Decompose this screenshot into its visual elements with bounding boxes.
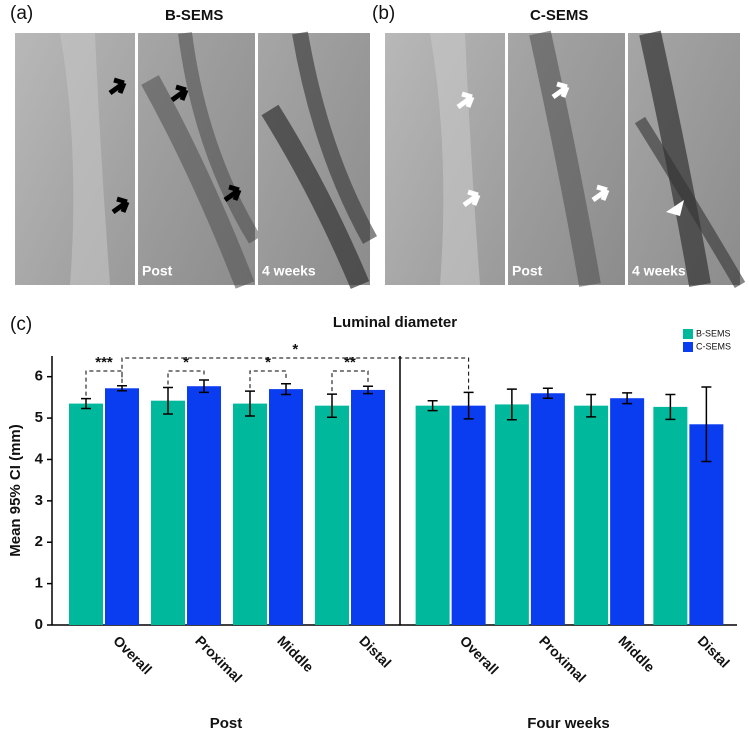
- y-tick-label: 3: [35, 492, 43, 509]
- legend-swatch: [683, 342, 693, 352]
- chart-title: Luminal diameter: [333, 314, 457, 331]
- significance-bracket: [85, 370, 123, 396]
- error-bar: [463, 391, 474, 420]
- panel-title: B-SEMS: [165, 7, 223, 24]
- panel-label: (c): [10, 314, 32, 335]
- error-bar: [542, 387, 553, 399]
- significance-bracket: [121, 357, 470, 390]
- bar: [494, 404, 529, 625]
- significance-bracket: [249, 370, 287, 389]
- legend-swatch: [683, 329, 693, 339]
- significance-label: *: [265, 354, 271, 371]
- significance-label: *: [183, 354, 189, 371]
- error-bar: [622, 392, 633, 405]
- error-bar: [281, 382, 291, 396]
- legend-label: B-SEMS: [696, 328, 731, 338]
- error-bar: [665, 393, 676, 421]
- significance-bracket: [331, 370, 369, 392]
- image-group: [15, 31, 377, 289]
- image-group: [385, 30, 746, 289]
- bar: [315, 405, 349, 625]
- x-tick-label: Overall: [110, 632, 155, 677]
- image-caption: Post: [142, 263, 173, 279]
- error-bar: [245, 390, 255, 417]
- significance-bracket: [167, 370, 205, 385]
- x-tick-label: Overall: [457, 632, 502, 677]
- error-bar: [701, 386, 712, 463]
- significance-label: *: [292, 341, 298, 358]
- significance-label: **: [344, 354, 356, 371]
- significance-label: ***: [95, 354, 113, 371]
- y-tick-label: 1: [35, 575, 43, 592]
- x-tick-label: Distal: [356, 632, 394, 670]
- bar: [69, 403, 103, 625]
- bar: [187, 386, 221, 625]
- legend-label: C-SEMS: [696, 341, 731, 351]
- x-axis-label: Four weeks: [527, 715, 610, 732]
- y-tick-label: 0: [35, 616, 43, 633]
- image-caption: 4 weeks: [262, 263, 316, 279]
- error-bar: [506, 388, 517, 421]
- error-bar: [117, 385, 127, 392]
- bar: [151, 400, 185, 625]
- bar: [269, 389, 303, 625]
- x-tick-label: Proximal: [536, 632, 589, 685]
- x-tick-label: Middle: [274, 632, 317, 675]
- bar: [653, 406, 688, 625]
- error-bar: [586, 393, 597, 418]
- error-bar: [363, 385, 373, 395]
- x-tick-label: Middle: [615, 632, 658, 675]
- bar: [574, 405, 609, 625]
- x-tick-label: Distal: [695, 632, 733, 670]
- y-axis-label: Mean 95% CI (mm): [7, 424, 24, 557]
- y-tick-label: 5: [35, 409, 43, 426]
- y-tick-label: 4: [35, 450, 44, 467]
- x-tick-label: Proximal: [192, 632, 245, 685]
- bar: [351, 389, 385, 625]
- bar: [530, 393, 565, 625]
- error-bar: [199, 379, 209, 394]
- bar: [233, 403, 267, 625]
- bar: [451, 405, 486, 625]
- error-bar: [327, 393, 337, 418]
- panel-title: C-SEMS: [530, 7, 588, 24]
- image-caption: 4 weeks: [632, 263, 686, 279]
- panel-label: (a): [10, 3, 33, 24]
- panel-label: (b): [372, 3, 395, 24]
- y-tick-label: 6: [35, 368, 43, 385]
- bar: [610, 398, 645, 625]
- error-bar: [81, 397, 91, 410]
- y-tick-label: 2: [35, 533, 43, 550]
- bar: [105, 388, 139, 625]
- x-axis-label: Post: [210, 715, 243, 732]
- error-bar: [163, 386, 173, 415]
- error-bar: [427, 399, 438, 412]
- image-caption: Post: [512, 263, 543, 279]
- bar: [415, 405, 450, 625]
